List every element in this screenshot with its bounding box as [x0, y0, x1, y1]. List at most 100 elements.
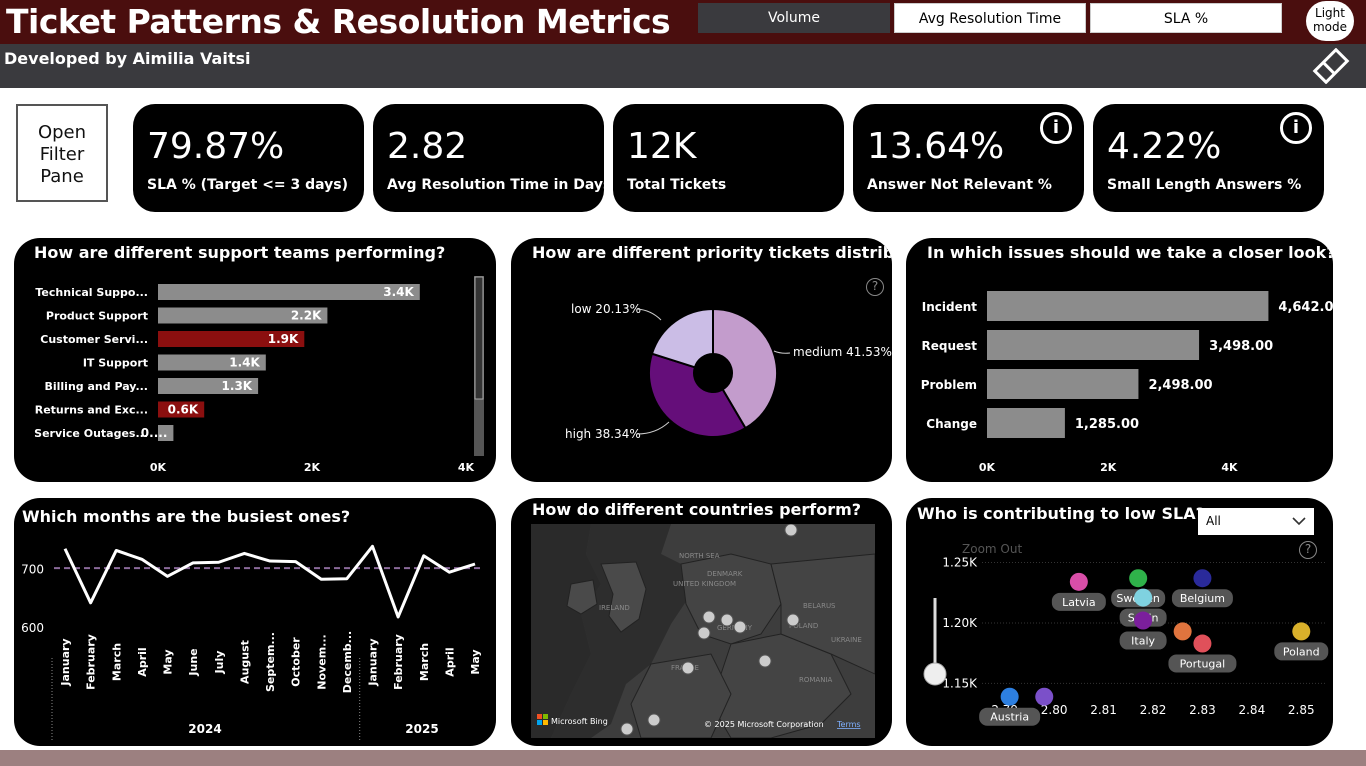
- light-mode-label-2: mode: [1312, 20, 1348, 34]
- month-label: October: [290, 637, 303, 687]
- light-mode-button[interactable]: Light mode: [1306, 1, 1354, 41]
- kpi-label: Answer Not Relevant %: [867, 177, 1052, 193]
- y-tick-label: 1.15K: [942, 676, 978, 690]
- issue-value-label: 3,498.00: [1209, 339, 1273, 354]
- issues-chart-title: In which issues should we take a closer …: [927, 243, 1333, 262]
- team-bar: [158, 354, 266, 371]
- team-bar: [158, 331, 305, 347]
- info-icon[interactable]: i: [1280, 112, 1312, 144]
- month-label: April: [443, 647, 456, 676]
- scrollbar-thumb: [474, 276, 484, 400]
- country-dropdown[interactable]: All: [1198, 508, 1314, 535]
- map-label: UKRAINE: [831, 636, 862, 644]
- help-icon[interactable]: ?: [1299, 541, 1317, 559]
- kpi-label: Total Tickets: [627, 177, 727, 193]
- europe-map[interactable]: NORTH SEA UNITED KINGDOM IRELAND DENMARK…: [531, 524, 875, 738]
- issues-bar-chart: Incident 4,642.00 Request 3,498.00 Problem 2,…: [921, 291, 1333, 474]
- issue-label: Problem: [921, 378, 977, 392]
- team-value-label: 0....: [141, 426, 168, 440]
- point-label-bg: [1168, 654, 1237, 673]
- month-label: Septem...: [264, 632, 277, 692]
- map-point[interactable]: [720, 613, 734, 627]
- x-tick-label: 2K: [1100, 461, 1117, 474]
- scatter-point: [1035, 687, 1054, 706]
- teams-bar-chart: Technical Suppo... 3.4K Product Support 2.2…: [34, 276, 484, 474]
- toggle-sla[interactable]: SLA %: [1090, 3, 1282, 33]
- map-point[interactable]: [758, 654, 772, 668]
- month-label: Novem...: [315, 634, 328, 689]
- kpi-total-tickets: 12K Total Tickets: [613, 104, 844, 212]
- info-icon[interactable]: i: [1040, 112, 1072, 144]
- month-label: January: [367, 638, 380, 686]
- slice-label: high 38.34%: [565, 427, 641, 441]
- team-label: Product Support: [46, 310, 148, 323]
- kpi-label: SLA % (Target <= 3 days): [147, 177, 349, 193]
- map-point[interactable]: [620, 722, 634, 736]
- months-line-chart: 700 600 January February March April May June Ju…: [21, 544, 484, 742]
- x-tick-label: 4K: [458, 461, 475, 474]
- issue-bar: [987, 291, 1269, 321]
- y-tick-label: 700: [21, 562, 44, 576]
- map-point[interactable]: [786, 613, 800, 627]
- month-label: Decemb...: [341, 631, 354, 693]
- kpi-sla: 79.87% SLA % (Target <= 3 days): [133, 104, 364, 212]
- x-tick-label: 2.83: [1189, 703, 1216, 717]
- team-label: Customer Servi...: [40, 333, 148, 346]
- zoom-slider-handle: [923, 662, 947, 686]
- leader-line: [636, 308, 662, 321]
- sla-panel: Who is contributing to low SLA? 1.25K 1.2…: [906, 498, 1333, 746]
- map-point[interactable]: [697, 626, 711, 640]
- scatter-point: [1000, 687, 1019, 706]
- y-tick-label: 1.25K: [942, 556, 978, 570]
- issues-panel: In which issues should we take a closer …: [906, 238, 1333, 482]
- map-label: POLAND: [789, 622, 818, 630]
- scatter-point: [1292, 622, 1311, 641]
- priority-donut-chart: medium 41.53% high 38.34% low 20.13%: [565, 302, 892, 441]
- point-label-bg: [1171, 589, 1233, 608]
- team-value-label: 0.6K: [168, 403, 199, 417]
- map-label: DENMARK: [707, 570, 743, 578]
- kpi-value: 13.64%: [867, 126, 1005, 167]
- teams-panel: How are different support teams performi…: [14, 238, 496, 482]
- bottom-bar: [0, 750, 1366, 766]
- point-label: Italy: [1131, 635, 1155, 648]
- issue-bar: [987, 408, 1065, 438]
- priority-panel: How are different priority tickets distr…: [511, 238, 892, 482]
- team-label: Returns and Exc...: [35, 404, 148, 417]
- months-chart-title: Which months are the busiest ones?: [22, 507, 351, 526]
- map-point[interactable]: [681, 661, 695, 675]
- map-point[interactable]: [702, 610, 716, 624]
- issue-bar: [987, 330, 1200, 360]
- toggle-avg-resolution-time[interactable]: Avg Resolution Time: [894, 3, 1086, 33]
- team-value-label: 1.3K: [222, 379, 253, 393]
- team-value-label: 1.9K: [268, 332, 299, 346]
- toggle-volume[interactable]: Volume: [698, 3, 890, 33]
- slice-label: low 20.13%: [571, 302, 641, 316]
- month-label: May: [162, 649, 175, 674]
- issue-value-label: 2,498.00: [1148, 378, 1212, 393]
- map-panel: How do different countries perform? NORT…: [511, 498, 892, 746]
- map-terms-link[interactable]: Terms: [836, 720, 861, 729]
- month-label: April: [136, 647, 149, 676]
- scatter-point: [1193, 569, 1212, 588]
- month-label: January: [59, 638, 72, 686]
- team-value-label: 3.4K: [383, 285, 414, 299]
- slice-label: medium 41.53%: [793, 345, 892, 359]
- open-filter-pane-button[interactable]: Open Filter Pane: [16, 104, 108, 202]
- sla-scatter-chart: 1.25K1.20K1.15K2.792.802.812.822.832.842…: [923, 542, 1329, 726]
- scatter-point: [1193, 634, 1212, 653]
- eraser-icon[interactable]: [1312, 48, 1350, 84]
- help-icon[interactable]: ?: [866, 278, 884, 296]
- team-value-label: 1.4K: [229, 356, 260, 370]
- map-point[interactable]: [784, 524, 798, 537]
- kpi-value: 79.87%: [147, 126, 285, 167]
- map-label: ROMANIA: [799, 676, 833, 684]
- sub-header-bar: [0, 44, 1366, 88]
- x-tick-label: 2.81: [1090, 703, 1117, 717]
- light-mode-label-1: Light: [1315, 6, 1345, 20]
- map-point[interactable]: [733, 620, 747, 634]
- map-point[interactable]: [647, 713, 661, 727]
- filter-label-3: Pane: [40, 166, 84, 187]
- team-label: Service Outages...: [34, 427, 148, 440]
- month-label: July: [213, 651, 226, 675]
